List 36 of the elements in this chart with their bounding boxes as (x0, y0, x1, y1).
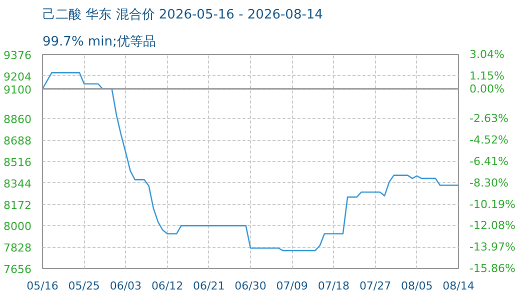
x-tick-label: 06/12 (151, 280, 184, 292)
x-tick-label: 07/09 (276, 280, 308, 292)
y-tick-label: 8000 (4, 220, 32, 234)
x-tick-label: 08/14 (442, 280, 474, 292)
y-tick-label: 9100 (4, 83, 32, 96)
y2-tick-label: 0.00% (470, 82, 504, 96)
x-tick-label: 05/25 (68, 280, 100, 292)
line-series (42, 72, 458, 252)
x-tick-label: 06/21 (193, 280, 225, 292)
y2-tick-label: -8.30% (470, 176, 508, 190)
x-tick-label: 06/03 (110, 280, 142, 292)
y-tick-label: 8344 (4, 177, 32, 190)
y-tick-label: 7656 (4, 263, 32, 276)
y2-tick-label: 3.04% (470, 48, 504, 61)
x-tick-label: 08/05 (401, 280, 433, 292)
y-tick-label: 8688 (4, 134, 32, 148)
y2-tick-label: -12.08% (470, 219, 516, 232)
x-tick-label: 07/27 (359, 280, 392, 292)
y2-tick-label: 1.15% (470, 69, 504, 82)
y-tick-label: 9204 (4, 70, 32, 84)
y-tick-label: 8516 (4, 156, 32, 169)
y-tick-label: 8172 (4, 198, 32, 212)
y-tick-label: 8860 (4, 113, 32, 126)
y2-tick-label: -15.86% (470, 262, 516, 275)
chart-title: 己二酸 华东 混合价 2026-05-16 - 2026-08-14 (42, 8, 323, 22)
y2-tick-label: -4.52% (470, 134, 508, 147)
x-tick-label: 05/16 (26, 280, 58, 292)
y-tick-label: 9376 (4, 49, 32, 62)
chart-subtitle: 99.7% min;优等品 (42, 34, 156, 50)
y2-tick-label: -2.63% (470, 112, 508, 126)
x-tick-label: 07/18 (318, 280, 350, 292)
x-tick-label: 06/30 (234, 280, 266, 292)
y2-tick-label: -10.19% (470, 198, 516, 211)
y2-tick-label: -6.41% (470, 155, 508, 168)
y2-tick-label: -13.97% (470, 240, 516, 254)
y-tick-label: 7828 (4, 242, 32, 255)
